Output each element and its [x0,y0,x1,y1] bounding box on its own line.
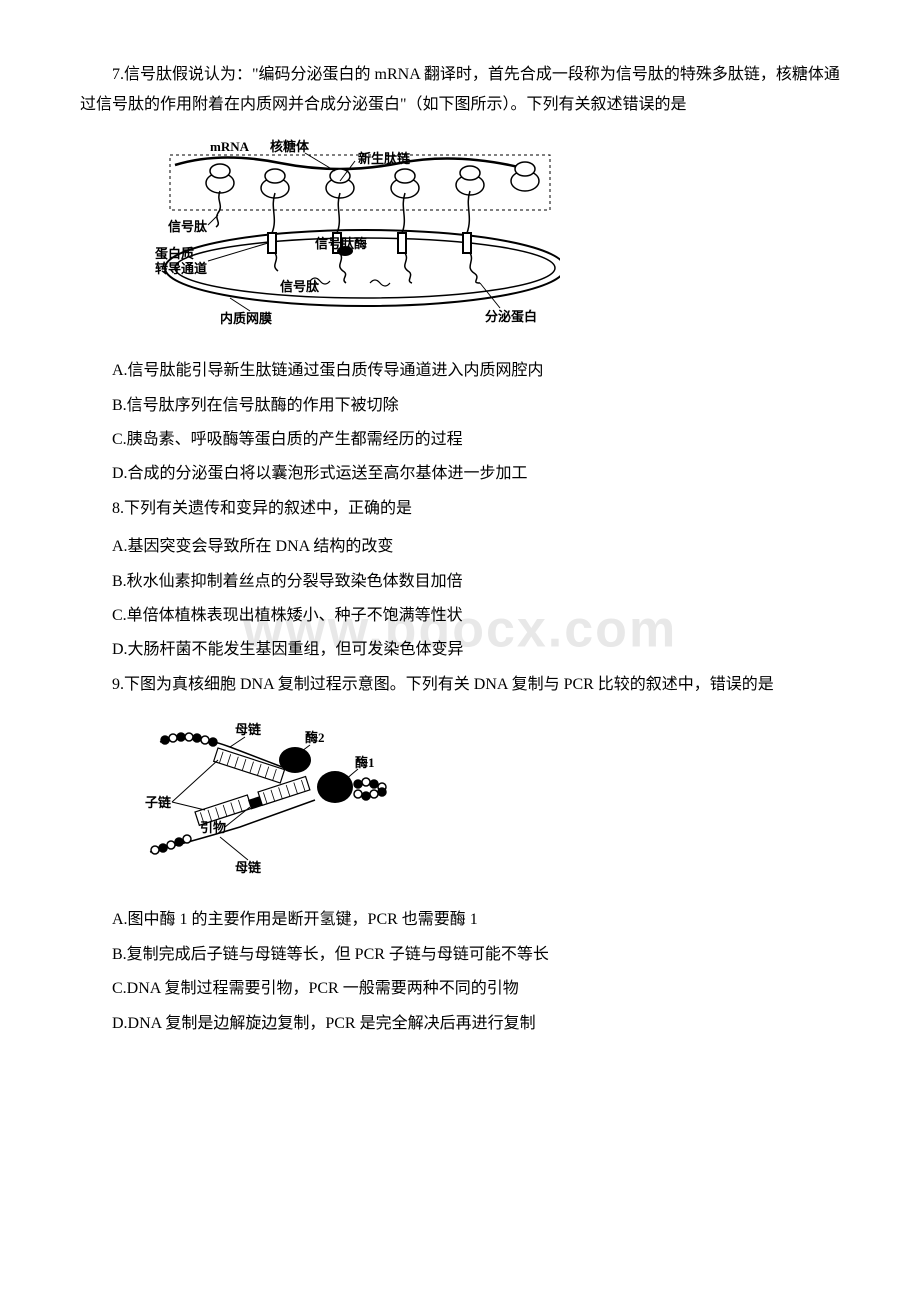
q9-label-parent2: 母链 [235,860,262,875]
q7-option-d: D.合成的分泌蛋白将以囊泡形式运送至高尔基体进一步加工 [80,459,840,489]
q7-option-a: A.信号肽能引导新生肽链通过蛋白质传导通道进入内质网腔内 [80,356,840,386]
q7-label-er-membrane: 内质网膜 [220,311,272,326]
q9-option-d: D.DNA 复制是边解旋边复制，PCR 是完全解决后再进行复制 [80,1009,840,1039]
q7-label-ribosome: 核糖体 [270,139,310,154]
q7-label-protein-channel-1: 蛋白质 [155,246,194,261]
q7-label-new-peptide: 新生肽链 [358,151,411,166]
q9-option-b: B.复制完成后子链与母链等长，但 PCR 子链与母链可能不等长 [80,940,840,970]
q7-label-signal-peptidase: 信号肽酶 [315,236,367,251]
q7-option-b: B.信号肽序列在信号肽酶的作用下被切除 [80,391,840,421]
q9-label-parent1: 母链 [235,722,262,737]
q8-option-d: D.大肠杆菌不能发生基因重组，但可发染色体变异 [80,635,840,665]
q8-option-c: C.单倍体植株表现出植株矮小、种子不饱满等性状 [80,601,840,631]
q9-option-a: A.图中酶 1 的主要作用是断开氢键，PCR 也需要酶 1 [80,905,840,935]
q7-label-signal-peptide: 信号肽 [168,219,208,234]
q7-figure: mRNA 核糖体 新生肽链 信号肽 蛋白质 转导通道 信号肽酶 信号肽 内质网膜… [140,133,840,344]
q7-label-mrna: mRNA [210,139,250,154]
q7-label-signal-peptide-inner: 信号肽 [280,279,320,294]
q9-option-c: C.DNA 复制过程需要引物，PCR 一般需要两种不同的引物 [80,974,840,1004]
q8-option-b: B.秋水仙素抑制着丝点的分裂导致染色体数目加倍 [80,567,840,597]
q9-label-enzyme2: 酶2 [305,730,325,745]
q9-label-enzyme1: 酶1 [355,755,375,770]
q9-intro: 9.下图为真核细胞 DNA 复制过程示意图。下列有关 DNA 复制与 PCR 比… [80,670,840,700]
q9-label-daughter: 子链 [145,795,172,810]
q8-option-a: A.基因突变会导致所在 DNA 结构的改变 [80,532,840,562]
q7-label-secreted-protein: 分泌蛋白 [485,309,537,324]
q7-label-protein-channel-2: 转导通道 [155,261,207,276]
content-wrapper: 7.信号肽假说认为："编码分泌蛋白的 mRNA 翻译时，首先合成一段称为信号肽的… [80,60,840,1039]
q7-intro: 7.信号肽假说认为："编码分泌蛋白的 mRNA 翻译时，首先合成一段称为信号肽的… [80,60,840,121]
q7-option-c: C.胰岛素、呼吸酶等蛋白质的产生都需经历的过程 [80,425,840,455]
q8-intro: 8.下列有关遗传和变异的叙述中，正确的是 [80,494,840,524]
q9-label-primer: 引物 [200,820,226,835]
q9-figure: 母链 酶2 酶1 子链 引物 母链 [140,712,840,893]
